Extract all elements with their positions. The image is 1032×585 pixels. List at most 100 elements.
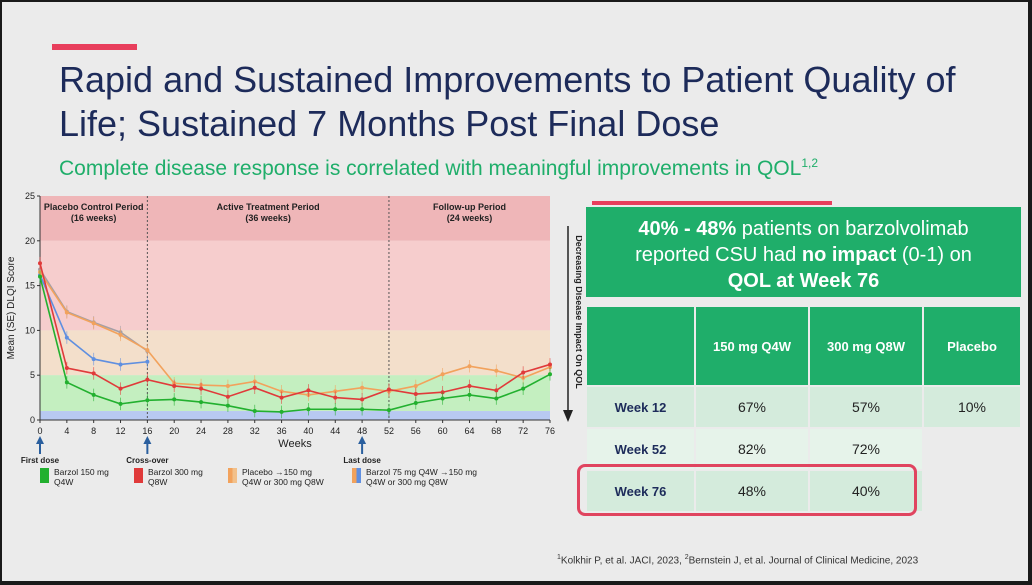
- cell-value: 82%: [694, 427, 810, 471]
- period-label: Active Treatment Period: [217, 202, 320, 212]
- legend-label: Q4W or 300 mg Q8W: [242, 477, 324, 487]
- legend-label: Q4W or 300 mg Q8W: [366, 477, 448, 487]
- x-tick-label: 36: [277, 426, 287, 436]
- impact-label: Decreasing Disease Impact On QOL: [574, 235, 582, 389]
- x-tick-label: 4: [64, 426, 69, 436]
- slide-subtitle: Complete disease response is correlated …: [59, 156, 819, 180]
- series-150mg-point: [333, 407, 338, 412]
- legend-label: Barzol 150 mg: [54, 467, 109, 477]
- table-header-150mg: 150 mg Q4W: [694, 305, 810, 387]
- series-300mg-point: [494, 388, 499, 393]
- series-300mg-point: [252, 385, 257, 390]
- series-150mg-point: [440, 396, 445, 401]
- response-table: 150 mg Q4W 300 mg Q8W Placebo Week 12 67…: [585, 305, 1022, 513]
- series-300mg-point: [413, 392, 418, 397]
- cell-value: 40%: [808, 469, 924, 513]
- series-150mg-point: [252, 409, 257, 414]
- series-300mg-point: [145, 377, 150, 382]
- period-duration: (24 weeks): [447, 213, 493, 223]
- table-header-placebo: Placebo: [922, 305, 1022, 387]
- series-placebo-point: [225, 383, 230, 388]
- series-placebo-point: [145, 348, 150, 353]
- x-tick-label: 56: [411, 426, 421, 436]
- y-tick-label: 15: [25, 281, 35, 291]
- series-placebo-point: [467, 364, 472, 369]
- x-tick-label: 60: [438, 426, 448, 436]
- x-tick-label: 40: [303, 426, 313, 436]
- series-placebo-point: [360, 385, 365, 390]
- x-tick-label: 48: [357, 426, 367, 436]
- series-300mg-point: [521, 370, 526, 375]
- x-tick-label: 76: [545, 426, 555, 436]
- x-tick-label: 24: [196, 426, 206, 436]
- series-300mg-point: [91, 371, 96, 376]
- callout-accent-bar: [592, 201, 832, 205]
- series-150mg-point: [118, 401, 123, 406]
- series-300mg-point: [64, 366, 69, 371]
- series-150mg-point: [386, 408, 391, 413]
- series-150mg-line: [39, 276, 551, 413]
- series-150mg-point: [172, 397, 177, 402]
- series-300mg-point: [333, 395, 338, 400]
- y-tick-label: 25: [25, 191, 35, 201]
- x-tick-label: 8: [91, 426, 96, 436]
- footnote: 1Kolkhir P, et al. JACI, 2023, 2Bernstei…: [557, 554, 919, 567]
- series-300mg-point: [386, 387, 391, 392]
- table-row: Week 52 82% 72%: [585, 427, 1022, 471]
- period-duration: (16 weeks): [71, 213, 117, 223]
- series-150mg-point: [467, 392, 472, 397]
- legend-label: Barzol 75 mg Q4W →150 mg: [366, 467, 477, 477]
- cell-value: 48%: [694, 469, 810, 513]
- x-tick-label: 72: [518, 426, 528, 436]
- slide-title: Rapid and Sustained Improvements to Pati…: [59, 59, 956, 144]
- severity-band: [40, 411, 550, 420]
- row-label: Week 12: [585, 385, 696, 429]
- legend-swatch: [40, 468, 49, 483]
- series-150mg-point: [306, 407, 311, 412]
- series-placebo-point: [440, 372, 445, 377]
- legend-label: Q4W: [54, 477, 73, 487]
- series-150mg-point: [521, 386, 526, 391]
- x-tick-label: 28: [223, 426, 233, 436]
- x-tick-label: 44: [330, 426, 340, 436]
- series-placebo-point: [252, 379, 257, 384]
- severity-band: [40, 240, 550, 331]
- table-header-row: 150 mg Q4W 300 mg Q8W Placebo: [585, 305, 1022, 387]
- legend-swatch: [232, 468, 237, 483]
- series-300mg-point: [360, 397, 365, 402]
- severity-band: [40, 196, 550, 241]
- series-150mg-point: [494, 396, 499, 401]
- legend-swatch: [356, 468, 361, 483]
- x-tick-label: 32: [250, 426, 260, 436]
- series-150mg-point: [38, 274, 42, 279]
- y-tick-label: 10: [25, 325, 35, 335]
- row-label: Week 76: [585, 469, 696, 513]
- cell-value: 72%: [808, 427, 924, 471]
- period-duration: (36 weeks): [245, 213, 291, 223]
- marker-label: Last dose: [343, 456, 381, 465]
- x-tick-label: 20: [169, 426, 179, 436]
- series-placebo-point: [91, 321, 96, 326]
- x-tick-label: 64: [464, 426, 474, 436]
- series-150mg-point: [279, 409, 284, 414]
- cell-value: 57%: [808, 385, 924, 429]
- marker-arrow-head: [358, 436, 367, 444]
- series-150mg-point: [360, 407, 365, 412]
- series-150mg-point: [64, 380, 69, 385]
- series-300mg-point: [306, 388, 311, 393]
- series-150mg-point: [548, 372, 552, 377]
- x-tick-label: 12: [116, 426, 126, 436]
- series-300mg-point: [548, 362, 552, 367]
- table-header-empty: [585, 305, 696, 387]
- series-300mg-point: [467, 383, 472, 388]
- series-300mg-point: [118, 386, 123, 391]
- series-75mg-point: [118, 362, 123, 367]
- series-150mg-point: [225, 403, 230, 408]
- dlqi-line-chart: Placebo Control Period(16 weeks) Active T…: [6, 191, 582, 487]
- legend-swatch: [134, 468, 143, 483]
- legend-label: Q8W: [148, 477, 167, 487]
- title-accent-bar: [52, 44, 137, 50]
- table-row: Week 76 48% 40%: [585, 469, 1022, 513]
- legend-label: Placebo →150 mg: [242, 467, 312, 477]
